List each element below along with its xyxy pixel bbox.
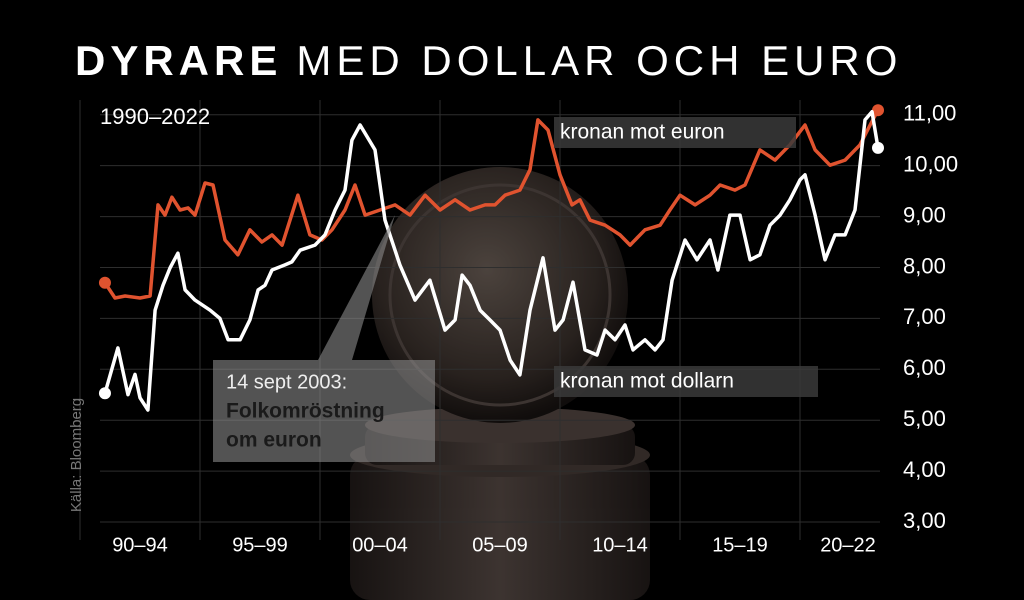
y-tick-label: 10,00 <box>903 151 958 176</box>
x-tick-label: 90–94 <box>112 534 168 556</box>
annotation: 14 sept 2003: Folkomröstning om euron <box>213 215 435 462</box>
y-tick-label: 9,00 <box>903 202 946 227</box>
source: Källa: Bloomberg <box>68 398 85 512</box>
x-tick-label: 00–04 <box>352 534 408 556</box>
end-point <box>98 387 111 400</box>
x-tick-label: 05–09 <box>472 534 528 556</box>
end-point <box>872 141 884 154</box>
y-tick-label: 6,00 <box>903 355 946 380</box>
y-tick-label: 11,00 <box>903 101 956 126</box>
annotation-pointer <box>318 215 395 360</box>
legend-label: kronan mot euron <box>560 121 725 144</box>
subtitle: 1990–2022 <box>100 104 210 129</box>
x-tick-label: 15–19 <box>712 534 768 556</box>
annotation-text: Folkomröstning <box>226 400 385 423</box>
chart-title: DYRARE MED DOLLAR OCH EURO <box>75 37 902 84</box>
line <box>103 108 880 300</box>
x-tick-label: 20–22 <box>820 534 876 556</box>
end-point <box>98 276 111 289</box>
label-box <box>554 366 818 397</box>
y-tick-label: 4,00 <box>903 457 946 482</box>
end-point <box>872 104 884 117</box>
title-bold: DYRARE <box>75 37 282 84</box>
marks <box>98 104 884 412</box>
title-rest: MED DOLLAR OCH EURO <box>296 37 902 84</box>
annotation-text: om euron <box>226 429 322 452</box>
x-tick-label: 10–14 <box>592 534 648 556</box>
y-tick-label: 3,00 <box>903 508 946 533</box>
line <box>103 109 880 412</box>
y-tick-label: 8,00 <box>903 253 946 278</box>
series-label: kronan mot euron <box>554 117 796 148</box>
annotation-date: 14 sept 2003: <box>226 371 347 393</box>
x-tick-label: 95–99 <box>232 534 288 556</box>
y-tick-label: 7,00 <box>903 304 946 329</box>
y-tick-label: 5,00 <box>903 406 946 431</box>
legend-label: kronan mot dollarn <box>560 370 734 393</box>
annotation-box <box>213 360 435 462</box>
label-box <box>554 117 796 148</box>
series-label: kronan mot dollarn <box>554 366 818 397</box>
